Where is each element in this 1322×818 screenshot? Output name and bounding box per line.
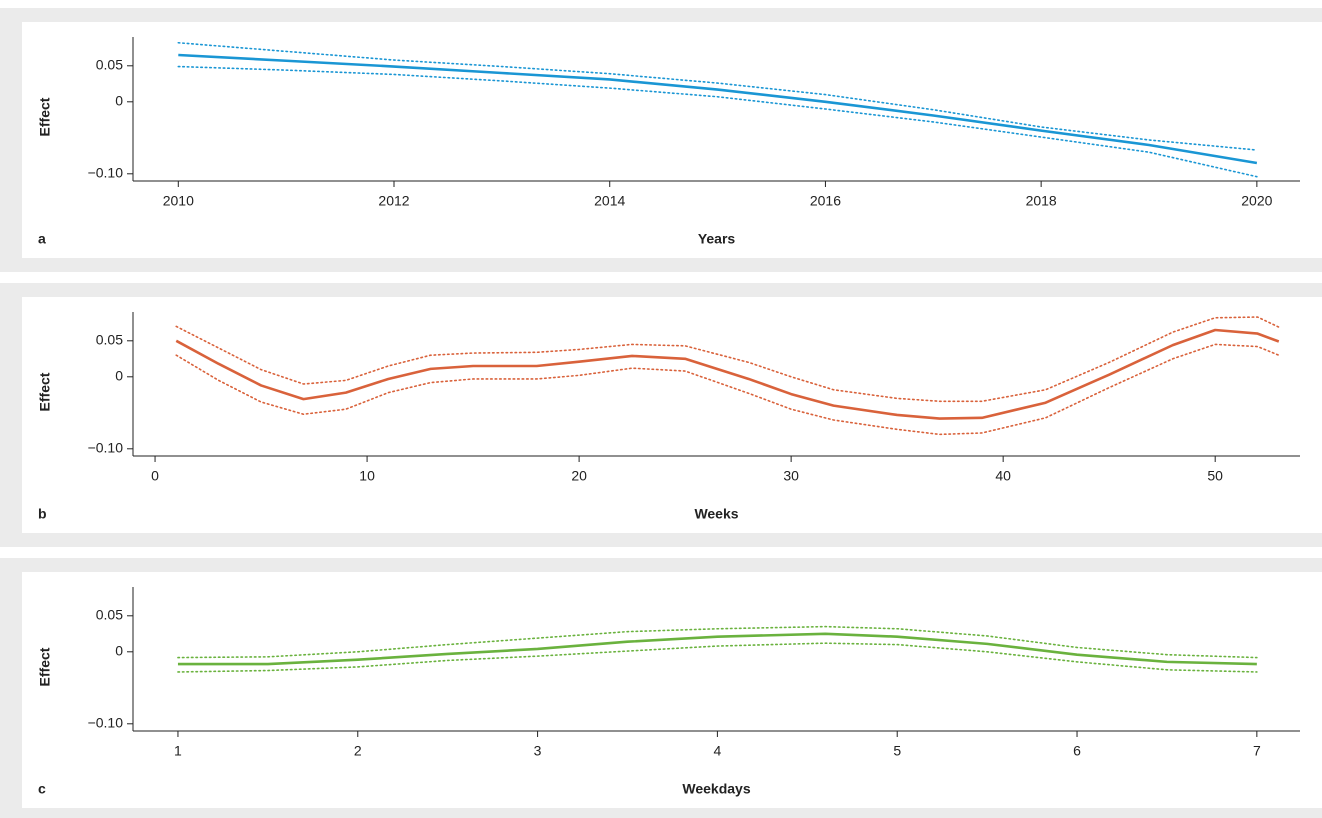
x-tick-label: 2012 xyxy=(378,193,409,209)
x-axis-label: Weekdays xyxy=(682,781,750,797)
x-tick-label: 50 xyxy=(1207,468,1223,484)
panel: 0.05 0 −0.10 0 10 20 30 40 50 Effect Weeks b xyxy=(0,283,1322,547)
y-tick-label: 0 xyxy=(115,643,123,659)
y-tick-label: −0.10 xyxy=(88,715,124,731)
y-tick-label: 0 xyxy=(115,93,123,109)
y-tick-label: 0.05 xyxy=(96,57,123,73)
x-tick-label: 2018 xyxy=(1026,193,1057,209)
x-tick-label: 7 xyxy=(1253,743,1261,759)
x-tick-label: 2020 xyxy=(1241,193,1272,209)
x-tick-label: 2 xyxy=(354,743,362,759)
effect-line xyxy=(177,632,1257,666)
confidence-band xyxy=(177,625,1258,659)
y-tick-label: 0 xyxy=(115,368,123,384)
x-tick-label: 2016 xyxy=(810,193,841,209)
panel: 0.05 0 −0.10 2010 2012 2014 2016 2018 2020 Effect… xyxy=(0,8,1322,272)
y-tick-label: 0.05 xyxy=(96,332,123,348)
y-axis-label: Effect xyxy=(37,372,53,411)
y-tick-label: −0.10 xyxy=(88,440,124,456)
x-tick-label: 6 xyxy=(1073,743,1081,759)
x-tick-label: 30 xyxy=(783,468,799,484)
x-tick-label: 10 xyxy=(359,468,375,484)
panel-plot-area xyxy=(22,297,1322,533)
confidence-band xyxy=(177,41,1258,151)
x-tick-label: 2014 xyxy=(594,193,625,209)
x-tick-label: 1 xyxy=(174,743,182,759)
y-axis-label: Effect xyxy=(37,647,53,686)
x-tick-label: 0 xyxy=(151,468,159,484)
x-axis-label: Years xyxy=(698,231,736,247)
x-tick-label: 2010 xyxy=(163,193,194,209)
x-tick-label: 40 xyxy=(995,468,1011,484)
x-tick-label: 20 xyxy=(571,468,587,484)
y-axis-label: Effect xyxy=(37,97,53,136)
effect-line xyxy=(175,328,1280,420)
panel: 0.05 0 −0.10 1 2 3 4 5 6 7 Effect Weekdays c xyxy=(0,558,1322,818)
confidence-band xyxy=(175,316,1280,403)
x-tick-label: 5 xyxy=(893,743,901,759)
y-tick-label: −0.10 xyxy=(88,165,124,181)
panel-label: b xyxy=(38,506,47,522)
panel-label: a xyxy=(38,231,46,247)
y-tick-label: 0.05 xyxy=(96,607,123,623)
panel-plot-area xyxy=(22,572,1322,808)
x-tick-label: 3 xyxy=(534,743,542,759)
confidence-band xyxy=(177,642,1258,673)
x-axis-label: Weeks xyxy=(694,506,738,522)
panel-label: c xyxy=(38,781,46,797)
effect-line xyxy=(178,53,1258,165)
confidence-band xyxy=(177,65,1258,178)
x-tick-label: 4 xyxy=(714,743,722,759)
confidence-band xyxy=(175,343,1280,436)
